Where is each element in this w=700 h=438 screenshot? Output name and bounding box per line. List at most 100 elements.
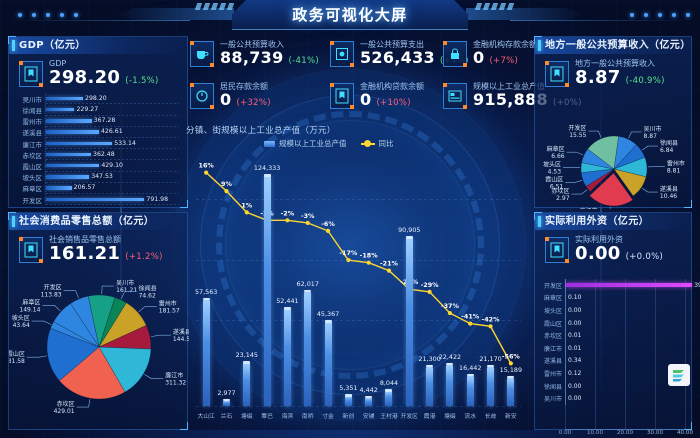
header-ticks-right	[474, 3, 515, 10]
center-chart-bar[interactable]	[222, 398, 230, 406]
fdi-bar-row: 坡头区 0.00	[535, 304, 693, 317]
pie-slice-label: 麻章区	[22, 298, 40, 306]
center-chart-bar[interactable]	[487, 364, 495, 406]
center-chart-bar[interactable]	[344, 394, 352, 406]
center-chart-bar-label: 62,017	[296, 279, 319, 288]
center-chart-line-point[interactable]	[224, 189, 229, 194]
pie-slice-value: 311.32	[165, 380, 186, 387]
center-chart-gridline	[196, 199, 521, 201]
gdp-bar-track: 347.53	[45, 171, 179, 183]
center-chart-x-label: 寸金	[322, 414, 334, 420]
center-chart-line-point[interactable]	[285, 218, 290, 223]
fdi-bar-track: 0.00	[565, 304, 693, 317]
center-chart-bar[interactable]	[405, 236, 413, 406]
center-chart-bar[interactable]	[365, 395, 373, 406]
pie-slice-value: 15.55	[569, 132, 586, 139]
center-chart-line-point[interactable]	[386, 268, 392, 273]
pie-slice[interactable]	[70, 295, 100, 348]
fdi-bar-track: 0.12	[565, 367, 693, 380]
center-chart-bar[interactable]	[446, 362, 454, 406]
retail-hero-stat: 社会销售品零售总额 161.21 (+1.2%)	[9, 230, 187, 264]
kpi-financial-institution-deposits[interactable]: 金融机构存款余额 0 (+7%)	[443, 40, 537, 68]
pie-slice-label: 吴川市	[644, 125, 662, 133]
gdp-bar-label: 赤坎区	[22, 151, 43, 160]
header-band	[232, 0, 468, 30]
pie-slice[interactable]	[587, 135, 619, 170]
fdi-bar-value: 0.00	[568, 319, 582, 327]
pie-slice-value: 8.81	[667, 168, 681, 175]
fdi-bar-row: 开发区 39.76	[535, 279, 700, 292]
gdp-panel: GDP（亿元） GDP 298.20 (-1.5%) 吴川市 298.20 徐闻县 22…	[8, 36, 188, 208]
budget-hero-stat: 地方一般公共预算收入 8.87 (-40.9%)	[535, 54, 691, 88]
pie-slice-label: 遂溪县	[660, 185, 678, 193]
legend-item-bar[interactable]: 规模以上工业总产值	[264, 138, 347, 149]
gdp-hero-stat: GDP 298.20 (-1.5%)	[9, 54, 187, 88]
center-chart-line-point[interactable]	[305, 220, 310, 226]
header-wing-left	[116, 8, 234, 20]
center-chart-bar[interactable]	[283, 307, 291, 406]
gdp-bar-row: 坡头区 347.53	[15, 171, 179, 183]
center-chart-bar[interactable]	[324, 320, 332, 406]
pie-slice[interactable]	[589, 172, 634, 207]
fdi-hero-value: 0.00 (+0.0%)	[575, 244, 663, 264]
pie-slice[interactable]	[613, 168, 647, 197]
fdi-bar-row: 麻章区 0.10	[535, 291, 693, 305]
center-chart-line-point[interactable]	[204, 170, 209, 175]
kpi-financial-institution-loans[interactable]: 金融机构贷款余额 0 (+10%)	[330, 82, 424, 110]
center-chart-line-point[interactable]	[468, 321, 473, 326]
center-chart-line-point[interactable]	[427, 289, 432, 294]
pie-slice-label: 麻章区	[547, 145, 565, 153]
fdi-bar-label: 麻章区	[543, 295, 562, 303]
center-chart-bar[interactable]	[304, 289, 312, 406]
pie-slice[interactable]	[46, 327, 100, 382]
pie-leader-line	[641, 187, 658, 193]
pie-slice[interactable]	[59, 346, 126, 400]
center-chart-line-point[interactable]	[447, 310, 453, 316]
kpi-resident-deposit-balance[interactable]: 居民存款余额 0 (+32%)	[190, 82, 271, 110]
gdp-bar-track: 362.48	[45, 149, 179, 161]
fdi-bar-label: 遂溪县	[543, 358, 562, 366]
center-chart-bar[interactable]	[426, 364, 434, 406]
center-chart-line-point[interactable]	[488, 324, 493, 329]
pie-slice-value: 8.87	[644, 133, 658, 140]
fdi-bar-value: 39.76	[694, 281, 700, 289]
center-chart-bar-label: 57,563	[194, 287, 218, 296]
gdp-bar-value: 298.20	[85, 94, 107, 102]
center-chart-bar[interactable]	[466, 373, 474, 406]
retail-pie-chart: 吴川市161.21徐闻县74.62雷州市181.57遂溪县144.53廉江市31…	[4, 235, 194, 431]
center-chart-gridline	[196, 320, 521, 322]
fdi-bar-track: 0.00	[565, 392, 693, 405]
legend-item-line[interactable]: 同比	[360, 138, 394, 149]
gdp-bar-label: 霞山区	[22, 163, 43, 171]
pie-leader-line	[599, 206, 611, 215]
retail-hero-number: 161.21	[49, 243, 121, 265]
center-chart-bar-label: 5,351	[339, 384, 358, 393]
header-ticks-left	[194, 3, 235, 10]
gdp-bar-value: 533.14	[114, 139, 136, 147]
center-chart-line-point[interactable]	[325, 228, 331, 233]
pie-slice-label: 霞山区	[545, 175, 563, 183]
center-chart-line-point[interactable]	[244, 210, 249, 215]
pie-leader-line	[144, 374, 164, 379]
fdi-bar-value: 0.01	[568, 332, 582, 340]
pie-slice-value: 144.53	[173, 336, 189, 343]
legend-line-label: 同比	[378, 139, 394, 148]
center-chart-bar[interactable]	[243, 361, 251, 406]
center-chart-bar[interactable]	[263, 174, 271, 406]
gdp-bar-fill	[46, 96, 84, 101]
center-chart-line-point[interactable]	[508, 361, 513, 366]
center-chart-x-label: 新创	[342, 414, 355, 420]
center-chart-line	[205, 172, 512, 364]
center-chart-line-label: -3%	[301, 212, 315, 220]
pie-slice-value: 6.84	[660, 147, 674, 154]
center-chart-bar[interactable]	[507, 375, 515, 406]
center-chart-bar-label: 45,367	[316, 310, 340, 319]
pie-slice[interactable]	[98, 346, 152, 393]
center-chart-line-point[interactable]	[366, 260, 371, 265]
pie-slice-value: 74.62	[139, 293, 156, 300]
kpi-number: 526,433	[360, 48, 435, 68]
kpi-general-public-budget-revenue[interactable]: 一般公共预算收入 88,739 (-41%)	[190, 40, 319, 68]
center-chart-bar[interactable]	[202, 297, 210, 406]
center-chart-bar[interactable]	[385, 389, 393, 406]
fdi-bar-label: 徐闻县	[543, 383, 562, 391]
